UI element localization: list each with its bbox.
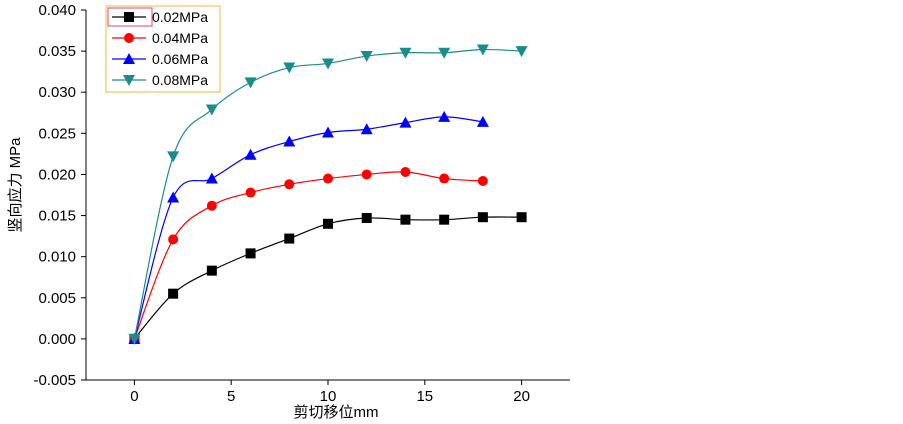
data-point: [476, 115, 489, 127]
x-tick-label: 0: [130, 388, 138, 405]
legend-marker: [123, 75, 135, 86]
legend-entry: 0.04MPa: [112, 30, 208, 46]
y-tick-label: 0.035: [38, 43, 76, 60]
y-tick-label: 0.005: [38, 290, 76, 307]
data-point: [323, 173, 333, 184]
series-0-08mpa: [128, 44, 528, 345]
legend-label: 0.06MPa: [152, 51, 208, 67]
y-tick-label: 0.030: [38, 84, 76, 101]
legend-marker: [123, 53, 135, 64]
data-point: [438, 47, 451, 59]
x-tick-label: 5: [227, 388, 235, 405]
y-tick-label: 0.015: [38, 208, 76, 225]
y-tick-label: 0.040: [38, 2, 76, 19]
data-point: [360, 123, 373, 135]
data-point: [206, 265, 217, 276]
data-point: [283, 62, 296, 74]
series-0-02mpa: [129, 212, 527, 344]
data-point: [205, 172, 218, 184]
series-line: [133, 171, 483, 340]
data-point: [205, 104, 218, 116]
y-axis-title: 竖向应力 MPa: [6, 137, 24, 233]
data-point: [283, 135, 296, 147]
data-point: [244, 148, 257, 160]
legend-highlight: [107, 7, 153, 27]
data-point: [128, 333, 141, 345]
data-point: [515, 46, 528, 58]
legend-label: 0.02MPa: [152, 9, 208, 25]
x-tick-label: 20: [513, 388, 530, 405]
y-tick-label: 0.000: [38, 331, 76, 348]
data-point: [477, 212, 488, 223]
legend-label: 0.04MPa: [152, 30, 208, 46]
legend-marker: [124, 33, 134, 43]
data-point: [244, 77, 257, 89]
data-point: [245, 187, 256, 198]
series-line: [133, 116, 483, 340]
data-point: [399, 116, 412, 128]
data-point: [399, 47, 412, 59]
series-layer: [128, 44, 528, 345]
data-point: [284, 233, 295, 244]
legend-entry: 0.02MPa: [107, 7, 208, 27]
data-point: [322, 126, 334, 138]
data-point: [323, 218, 333, 229]
data-point: [206, 200, 217, 211]
series-line: [133, 48, 522, 340]
data-point: [167, 151, 180, 163]
data-point: [284, 179, 295, 190]
series-0-04mpa: [129, 166, 488, 344]
data-point: [476, 44, 489, 56]
data-point: [400, 166, 411, 177]
data-point: [360, 51, 373, 63]
y-tick-label: 0.025: [38, 125, 76, 142]
axes: -0.005 0.000 0.005 0.010 0.015 0.020 0.025 0.03…: [33, 2, 570, 405]
data-point: [168, 288, 179, 299]
x-tick-label: 10: [320, 388, 337, 405]
data-point: [400, 214, 411, 225]
legend-label: 0.08MPa: [152, 72, 208, 88]
legend-marker: [124, 12, 134, 22]
legend-entry: 0.08MPa: [112, 72, 208, 88]
data-point: [438, 110, 451, 122]
series-0-06mpa: [128, 110, 489, 344]
legend: 0.02MPa 0.04MPa 0.06MPa 0.08MPa: [105, 5, 221, 93]
x-axis-title: 剪切移位mm: [294, 404, 379, 421]
data-point: [245, 248, 256, 259]
data-point: [361, 169, 372, 180]
x-tick-label: 15: [416, 388, 433, 405]
data-point: [168, 234, 179, 245]
y-tick-label: -0.005: [33, 372, 76, 389]
y-tick-label: 0.020: [38, 166, 76, 183]
data-point: [322, 58, 334, 70]
legend-entry: 0.06MPa: [112, 51, 208, 67]
data-point: [439, 214, 450, 225]
series-line: [133, 216, 522, 340]
y-tick-label: 0.010: [38, 249, 76, 266]
data-point: [439, 173, 450, 184]
data-point: [361, 213, 372, 224]
data-point: [167, 191, 180, 203]
data-point: [477, 176, 488, 187]
data-point: [516, 212, 527, 223]
